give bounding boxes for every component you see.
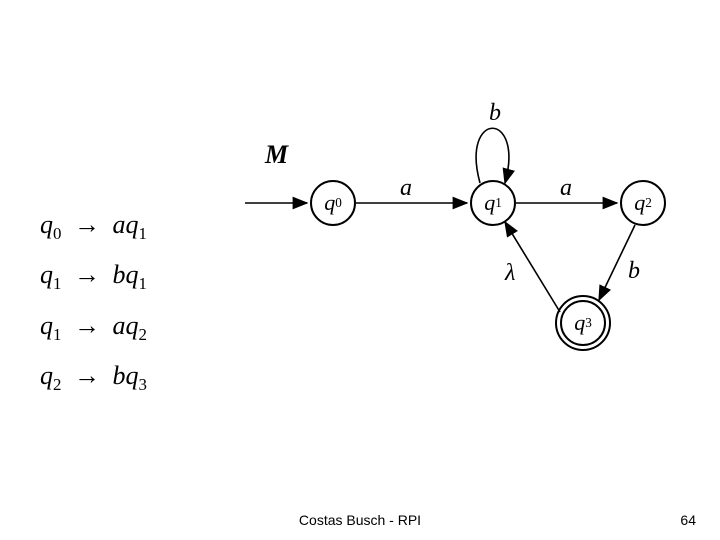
edge-label-q2-q3: b [628, 258, 640, 285]
edge-q1-q1 [476, 128, 509, 183]
rhs: aq2 [112, 311, 146, 340]
arrow: → [68, 361, 106, 390]
state-q3: q3 [560, 300, 606, 346]
rhs: aq1 [112, 210, 146, 239]
footer-text: Costas Busch - RPI [0, 512, 720, 528]
grammar-rule: q1 → aq2 [40, 301, 147, 351]
arrow: → [68, 260, 106, 289]
grammar-rule: q1 → bq1 [40, 250, 147, 300]
edge-label-q0-q1: a [400, 175, 412, 202]
grammar-rule: q2 → bq3 [40, 351, 147, 401]
state-q2: q2 [620, 180, 666, 226]
arrow: → [68, 210, 106, 239]
machine-label: M [265, 140, 288, 170]
edge-label-q3-q1: λ [505, 260, 515, 287]
edge-label-q1-q2: a [560, 175, 572, 202]
edge-label-q1-q1: b [489, 100, 501, 127]
grammar-productions: q0q0 → aq1 q1 → bq1 q1 → aq2 q2 → bq3 [40, 200, 147, 401]
lhs: q1 [40, 311, 61, 340]
grammar-rule: q0q0 → aq1 [40, 200, 147, 250]
lhs: q1 [40, 260, 61, 289]
lhs: q2 [40, 361, 61, 390]
state-q0: q0 [310, 180, 356, 226]
state-q1: q1 [470, 180, 516, 226]
arrow: → [68, 311, 106, 340]
lhs: q0q0 [40, 210, 61, 239]
rhs: bq1 [112, 260, 146, 289]
page-number: 64 [680, 512, 696, 528]
rhs: bq3 [112, 361, 146, 390]
